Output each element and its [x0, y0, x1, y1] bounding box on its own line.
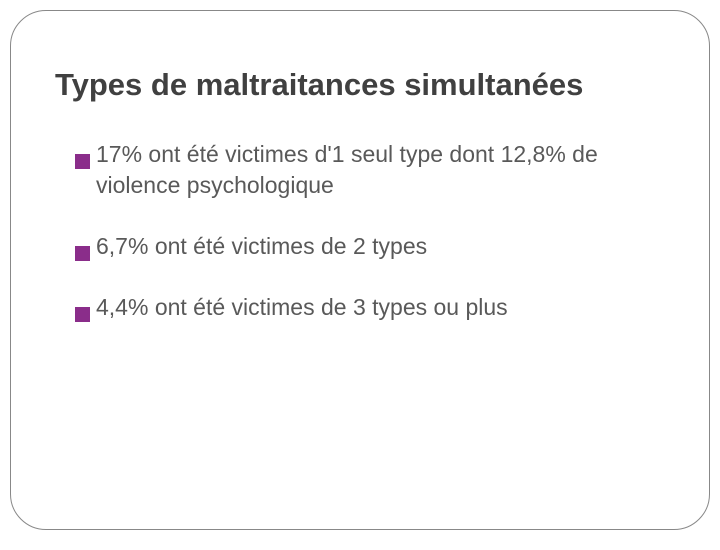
list-item: 17% ont été victimes d'1 seul type dont … [75, 139, 665, 201]
bullet-text: 17% ont été victimes d'1 seul type dont … [96, 139, 665, 201]
list-item: 4,4% ont été victimes de 3 types ou plus [75, 292, 665, 323]
slide-title: Types de maltraitances simultanées [55, 67, 665, 103]
bullet-text: 6,7% ont été victimes de 2 types [96, 231, 665, 262]
square-bullet-icon [75, 299, 90, 314]
bullet-text: 4,4% ont été victimes de 3 types ou plus [96, 292, 665, 323]
square-bullet-icon [75, 238, 90, 253]
list-item: 6,7% ont été victimes de 2 types [75, 231, 665, 262]
slide-frame: Types de maltraitances simultanées 17% o… [10, 10, 710, 530]
bullet-list: 17% ont été victimes d'1 seul type dont … [55, 139, 665, 323]
square-bullet-icon [75, 146, 90, 161]
